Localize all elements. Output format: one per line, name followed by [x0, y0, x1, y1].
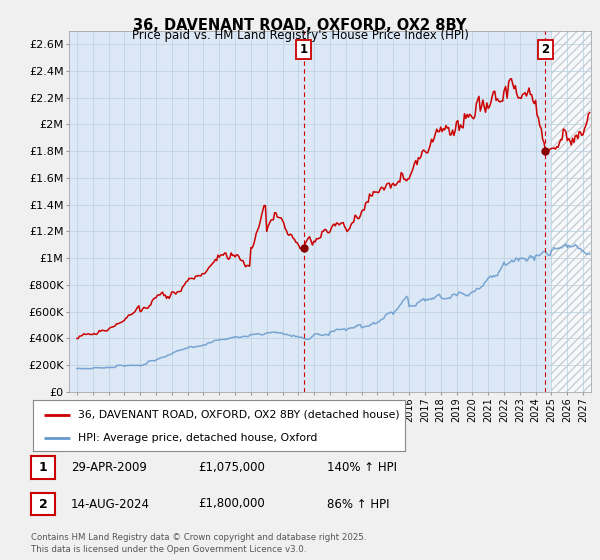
Bar	[551, 31, 591, 392]
Text: 14-AUG-2024: 14-AUG-2024	[71, 497, 150, 511]
Text: 29-APR-2009: 29-APR-2009	[71, 461, 146, 474]
Text: Price paid vs. HM Land Registry's House Price Index (HPI): Price paid vs. HM Land Registry's House …	[131, 29, 469, 42]
Text: 36, DAVENANT ROAD, OXFORD, OX2 8BY: 36, DAVENANT ROAD, OXFORD, OX2 8BY	[133, 18, 467, 33]
Text: 36, DAVENANT ROAD, OXFORD, OX2 8BY (detached house): 36, DAVENANT ROAD, OXFORD, OX2 8BY (deta…	[77, 409, 399, 419]
Text: £1,800,000: £1,800,000	[198, 497, 265, 511]
Text: 2: 2	[541, 43, 550, 56]
Text: 1: 1	[39, 461, 47, 474]
Bar	[551, 31, 591, 392]
Text: 2: 2	[39, 497, 47, 511]
Text: 1: 1	[299, 43, 308, 56]
Text: 86% ↑ HPI: 86% ↑ HPI	[327, 497, 389, 511]
Text: 140% ↑ HPI: 140% ↑ HPI	[327, 461, 397, 474]
Text: £1,075,000: £1,075,000	[198, 461, 265, 474]
Text: Contains HM Land Registry data © Crown copyright and database right 2025.
This d: Contains HM Land Registry data © Crown c…	[31, 533, 367, 554]
Text: HPI: Average price, detached house, Oxford: HPI: Average price, detached house, Oxfo…	[77, 433, 317, 443]
